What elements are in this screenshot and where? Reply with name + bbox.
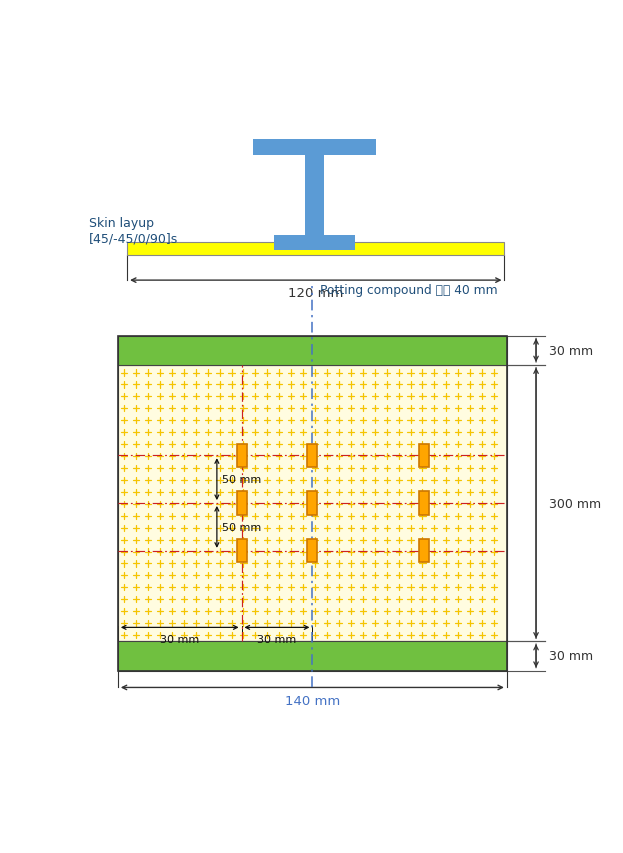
Bar <box>237 492 247 515</box>
Bar <box>118 336 506 365</box>
Bar <box>237 444 247 467</box>
Bar <box>127 242 505 255</box>
Text: 120 mm: 120 mm <box>288 287 343 300</box>
Bar <box>274 236 354 251</box>
Bar <box>237 540 247 563</box>
Text: 30 mm: 30 mm <box>549 345 593 357</box>
Bar <box>118 336 506 670</box>
Bar <box>118 641 506 670</box>
Bar <box>307 492 317 515</box>
Text: 30 mm: 30 mm <box>257 635 297 645</box>
Text: 140 mm: 140 mm <box>285 694 340 707</box>
Text: Potting compound 폭은 40 mm: Potting compound 폭은 40 mm <box>320 283 498 296</box>
Text: 50 mm: 50 mm <box>222 474 262 485</box>
Bar <box>307 540 317 563</box>
Bar <box>305 155 323 236</box>
Text: 300 mm: 300 mm <box>549 497 601 510</box>
Bar <box>419 492 429 515</box>
Text: 30 mm: 30 mm <box>160 635 199 645</box>
Bar <box>307 444 317 467</box>
Bar <box>419 444 429 467</box>
Bar <box>253 140 376 155</box>
Text: 50 mm: 50 mm <box>222 522 262 532</box>
Bar <box>118 365 506 641</box>
Bar <box>419 540 429 563</box>
Text: 30 mm: 30 mm <box>549 650 593 663</box>
Text: Skin layup
[45/-45/0/90]s: Skin layup [45/-45/0/90]s <box>88 217 178 245</box>
